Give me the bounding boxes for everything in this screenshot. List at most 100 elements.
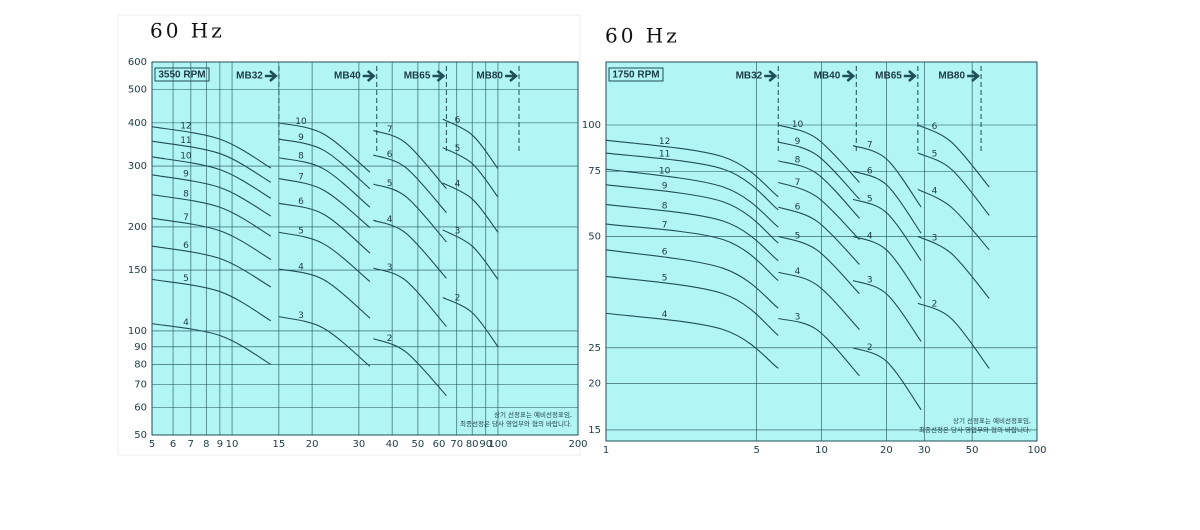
stage-label: 3 — [455, 227, 461, 237]
pump-curve — [151, 323, 272, 365]
model-arrow — [903, 70, 917, 82]
stage-label: 4 — [298, 263, 304, 273]
pump-curve — [852, 235, 922, 299]
stage-label: 4 — [932, 187, 938, 197]
y-tick-label: 150 — [128, 265, 147, 276]
chart-title: 60 Hz — [150, 19, 225, 43]
stage-label: 6 — [662, 248, 668, 258]
stage-label: 2 — [455, 294, 461, 304]
rpm-box — [608, 67, 664, 82]
note: 상기 선정표는 예비선정표임, — [953, 416, 1031, 425]
model-arrow — [842, 70, 856, 82]
stage-label: 4 — [387, 215, 393, 225]
pump-curve — [852, 170, 922, 234]
stage-label: 2 — [867, 343, 873, 353]
stage-label: 7 — [867, 141, 873, 151]
model-label: MB32 — [236, 71, 263, 82]
x-tick-label: 30 — [353, 439, 366, 450]
stage-label: 5 — [298, 226, 304, 236]
pump-curve — [778, 235, 860, 295]
y-tick-label: 15 — [588, 425, 601, 436]
stage-label: 9 — [662, 182, 668, 192]
pump-curve — [151, 194, 272, 237]
stage-label: 7 — [298, 173, 304, 183]
stage-label: 5 — [387, 179, 393, 189]
pump-curve — [605, 152, 779, 211]
x-tick-label: 10 — [226, 439, 239, 450]
pump-curve — [917, 124, 990, 188]
stage-label: 4 — [455, 179, 461, 189]
y-tick-label: 70 — [134, 379, 147, 390]
stage-label: 6 — [298, 197, 304, 207]
y-tick-label: 20 — [588, 379, 601, 390]
pump-curve — [605, 249, 779, 309]
pump-curve — [373, 267, 447, 327]
x-tick-label: 200 — [568, 439, 587, 450]
model-arrow — [764, 70, 778, 82]
x-tick-label: 80 — [466, 439, 479, 450]
y-tick-label: 500 — [128, 84, 147, 95]
stage-label: 12 — [659, 137, 670, 147]
y-tick-label: 90 — [134, 342, 147, 353]
pump-curve — [605, 275, 779, 336]
y-tick-label: 80 — [134, 359, 147, 370]
pump-curve — [442, 182, 499, 233]
x-tick-label: 1 — [603, 445, 609, 456]
pump-curve — [151, 278, 272, 322]
pump-curve — [778, 271, 860, 330]
stage-label: 6 — [932, 122, 938, 132]
note: 최종선정은 당사 영업부와 협의 바랍니다. — [919, 425, 1031, 434]
pump-curve — [917, 302, 990, 369]
x-tick-label: 60 — [433, 439, 446, 450]
pump-curve — [151, 245, 272, 288]
pump-curve — [605, 203, 779, 262]
y-tick-label: 200 — [128, 222, 147, 233]
note: 상기 선정표는 예비선정표임, — [494, 410, 572, 419]
stage-label: 3 — [867, 276, 873, 286]
pump-curve — [605, 168, 779, 228]
stage-label: 5 — [795, 232, 801, 242]
x-tick-label: 9 — [217, 439, 223, 450]
model-label: MB40 — [334, 71, 361, 82]
pump-curve — [278, 268, 371, 319]
pump-curve — [373, 154, 447, 213]
y-tick-label: 50 — [588, 231, 601, 242]
model-label: MB65 — [404, 71, 431, 82]
stage-label: 2 — [387, 334, 393, 344]
stage-label: 2 — [932, 299, 938, 309]
model-arrow — [362, 70, 376, 82]
pump-curve — [151, 140, 272, 183]
y-tick-label: 50 — [134, 430, 147, 441]
y-tick-label: 400 — [128, 118, 147, 129]
stage-label: 6 — [183, 241, 189, 251]
stage-label: 8 — [662, 201, 668, 211]
stage-label: 3 — [298, 311, 304, 321]
model-label: MB40 — [814, 71, 841, 82]
stage-label: 11 — [659, 150, 670, 160]
pump-curve — [278, 231, 371, 282]
model-arrow — [505, 70, 518, 82]
x-tick-label: 90 — [479, 439, 492, 450]
pump-curve — [778, 317, 860, 377]
stage-label: 7 — [183, 213, 189, 223]
x-tick-label: 6 — [170, 439, 176, 450]
pump-curve — [778, 181, 860, 241]
pump-curve — [852, 198, 922, 261]
pump-curve — [373, 130, 447, 190]
model-arrow — [264, 70, 278, 82]
y-tick-label: 60 — [134, 403, 147, 414]
stage-label: 9 — [298, 133, 304, 143]
y-tick-label: 75 — [588, 166, 601, 177]
rpm-box — [154, 67, 210, 82]
stage-label: 7 — [387, 125, 393, 135]
pump-curve — [151, 174, 272, 217]
stage-label: 3 — [932, 233, 938, 243]
pump-curve — [852, 145, 922, 208]
y-tick-label: 25 — [588, 343, 601, 354]
model-label: MB80 — [938, 71, 965, 82]
stage-label: 4 — [795, 267, 801, 277]
pump-curve — [442, 147, 499, 198]
pump-curve — [605, 139, 779, 198]
stage-label: 8 — [183, 189, 189, 199]
